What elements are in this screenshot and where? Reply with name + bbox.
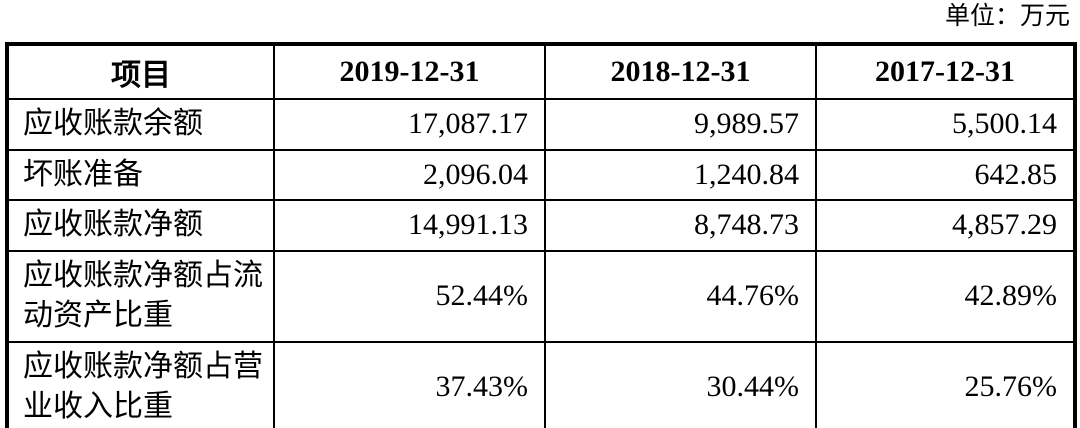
column-header-2018: 2018-12-31 [544, 43, 817, 100]
table-row-receivable-balance: 应收账款余额 17,087.17 9,989.57 5,500.14 [6, 98, 1076, 151]
row-label: 应收账款净额占营业收入比重 [6, 340, 275, 428]
cell-value: 25.76% [815, 340, 1076, 428]
column-header-item: 项目 [6, 43, 275, 100]
column-header-2017: 2017-12-31 [815, 43, 1076, 100]
cell-value: 14,991.13 [273, 199, 546, 252]
table-header-row: 项目 2019-12-31 2018-12-31 2017-12-31 [6, 43, 1076, 100]
cell-value: 5,500.14 [815, 98, 1076, 151]
cell-value: 30.44% [544, 340, 817, 428]
table-row-receivable-net: 应收账款净额 14,991.13 8,748.73 4,857.29 [6, 199, 1076, 252]
table-row-bad-debt-provision: 坏账准备 2,096.04 1,240.84 642.85 [6, 148, 1076, 201]
cell-value: 2,096.04 [273, 148, 546, 201]
cell-value: 17,087.17 [273, 98, 546, 151]
table-row-net-to-revenue: 应收账款净额占营业收入比重 37.43% 30.44% 25.76% [6, 340, 1076, 428]
cell-value: 9,989.57 [544, 98, 817, 151]
column-header-2019: 2019-12-31 [273, 43, 546, 100]
row-label: 坏账准备 [6, 148, 275, 201]
cell-value: 44.76% [544, 249, 817, 343]
cell-value: 42.89% [815, 249, 1076, 343]
cell-value: 8,748.73 [544, 199, 817, 252]
row-label: 应收账款余额 [6, 98, 275, 151]
cell-value: 1,240.84 [544, 148, 817, 201]
cell-value: 52.44% [273, 249, 546, 343]
table-row-net-to-current-assets: 应收账款净额占流动资产比重 52.44% 44.76% 42.89% [6, 249, 1076, 343]
receivables-table: 项目 2019-12-31 2018-12-31 2017-12-31 应收账款… [5, 42, 1077, 428]
cell-value: 37.43% [273, 340, 546, 428]
cell-value: 642.85 [815, 148, 1076, 201]
cell-value: 4,857.29 [815, 199, 1076, 252]
row-label: 应收账款净额占流动资产比重 [6, 249, 275, 343]
row-label: 应收账款净额 [6, 199, 275, 252]
unit-label: 单位：万元 [944, 3, 1070, 30]
